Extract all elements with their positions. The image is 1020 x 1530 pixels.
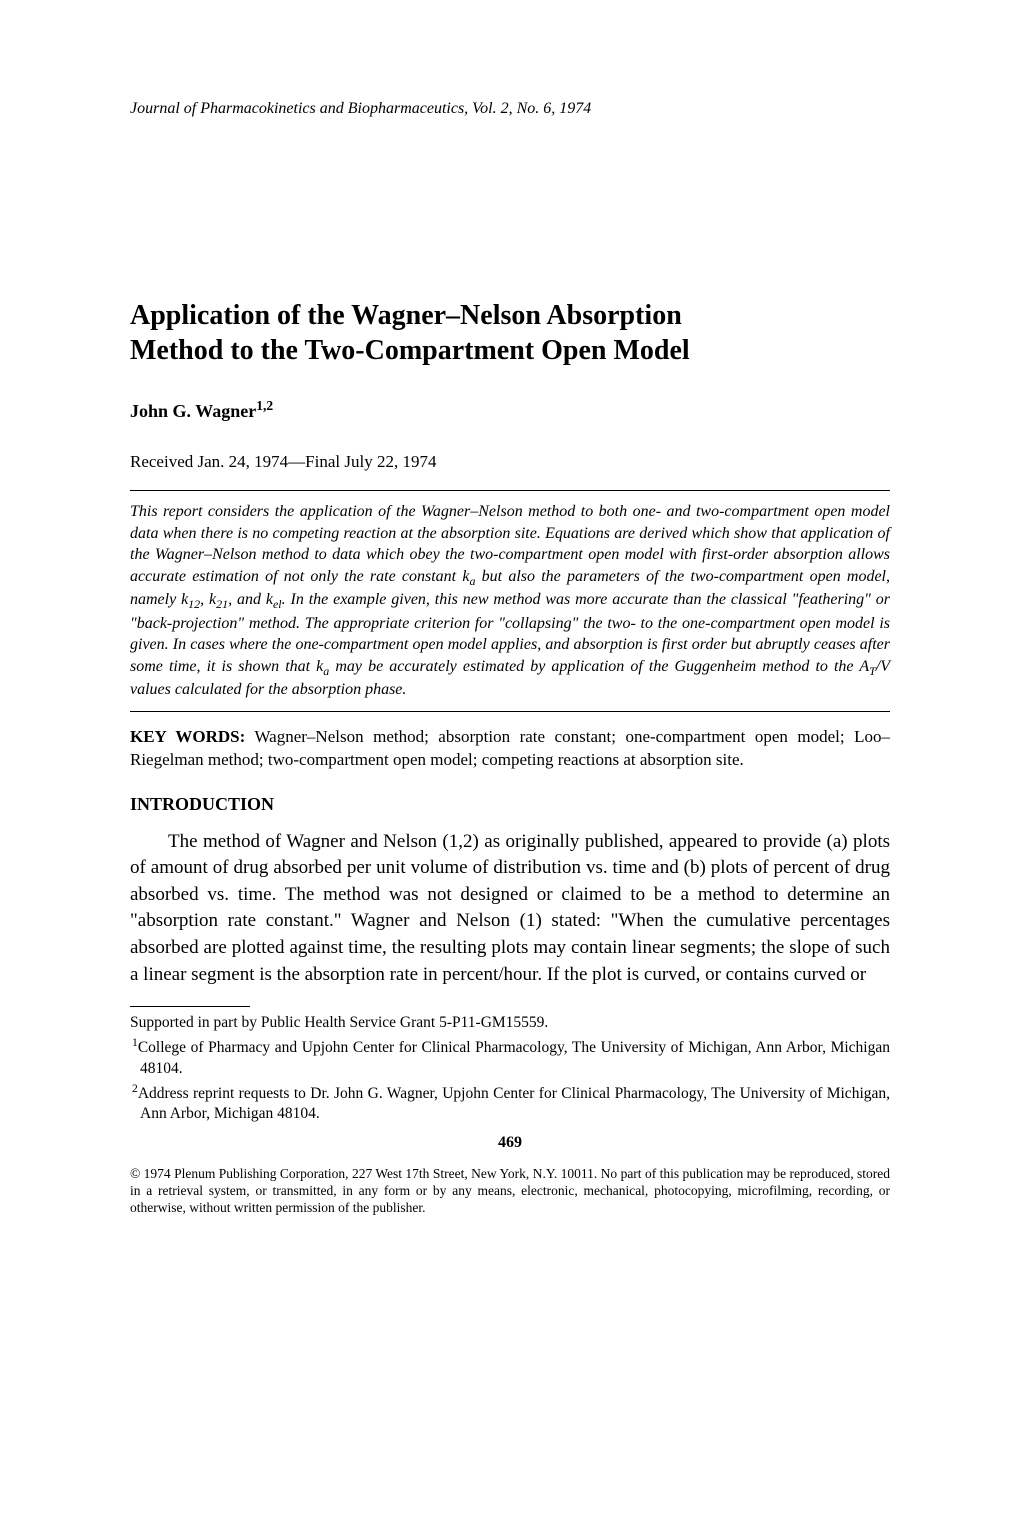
author-name: John G. Wagner xyxy=(130,401,256,421)
footnote-supported: Supported in part by Public Health Servi… xyxy=(130,1013,890,1033)
received-dates: Received Jan. 24, 1974—Final July 22, 19… xyxy=(130,452,890,472)
rule-below-abstract xyxy=(130,711,890,712)
abstract-sub-3: 21 xyxy=(216,597,228,611)
title-line-2: Method to the Two-Compartment Open Model xyxy=(130,335,690,366)
title-line-1: Application of the Wagner–Nelson Absorpt… xyxy=(130,300,682,331)
article-page: Journal of Pharmacokinetics and Biopharm… xyxy=(0,0,1020,1277)
footnote-affiliation-1: 1College of Pharmacy and Upjohn Center f… xyxy=(130,1035,890,1078)
copyright-notice: © 1974 Plenum Publishing Corporation, 22… xyxy=(130,1166,890,1217)
abstract-text-6: may be accurately estimated by applicati… xyxy=(329,658,869,675)
keywords-block: KEY WORDS: Wagner–Nelson method; absorpt… xyxy=(130,726,890,772)
journal-header: Journal of Pharmacokinetics and Biopharm… xyxy=(130,100,890,118)
section-heading-introduction: INTRODUCTION xyxy=(130,794,890,815)
footnote-2-text: Address reprint requests to Dr. John G. … xyxy=(138,1085,890,1122)
abstract-block: This report considers the application of… xyxy=(130,491,890,711)
introduction-paragraph: The method of Wagner and Nelson (1,2) as… xyxy=(130,829,890,989)
abstract-sub-6: T xyxy=(869,664,876,678)
keywords-label: KEY WORDS: xyxy=(130,727,245,746)
author-superscript: 1,2 xyxy=(256,398,273,413)
footnote-rule xyxy=(130,1006,250,1007)
footnote-1-text: College of Pharmacy and Upjohn Center fo… xyxy=(138,1039,890,1076)
abstract-text-3: , k xyxy=(200,591,216,608)
footnote-affiliation-2: 2Address reprint requests to Dr. John G.… xyxy=(130,1081,890,1124)
author-line: John G. Wagner1,2 xyxy=(130,398,890,422)
article-title: Application of the Wagner–Nelson Absorpt… xyxy=(130,298,890,368)
abstract-text-4: , and k xyxy=(228,591,273,608)
page-number: 469 xyxy=(130,1134,890,1152)
abstract-sub-4: el xyxy=(273,597,282,611)
abstract-sub-2: 12 xyxy=(188,597,200,611)
